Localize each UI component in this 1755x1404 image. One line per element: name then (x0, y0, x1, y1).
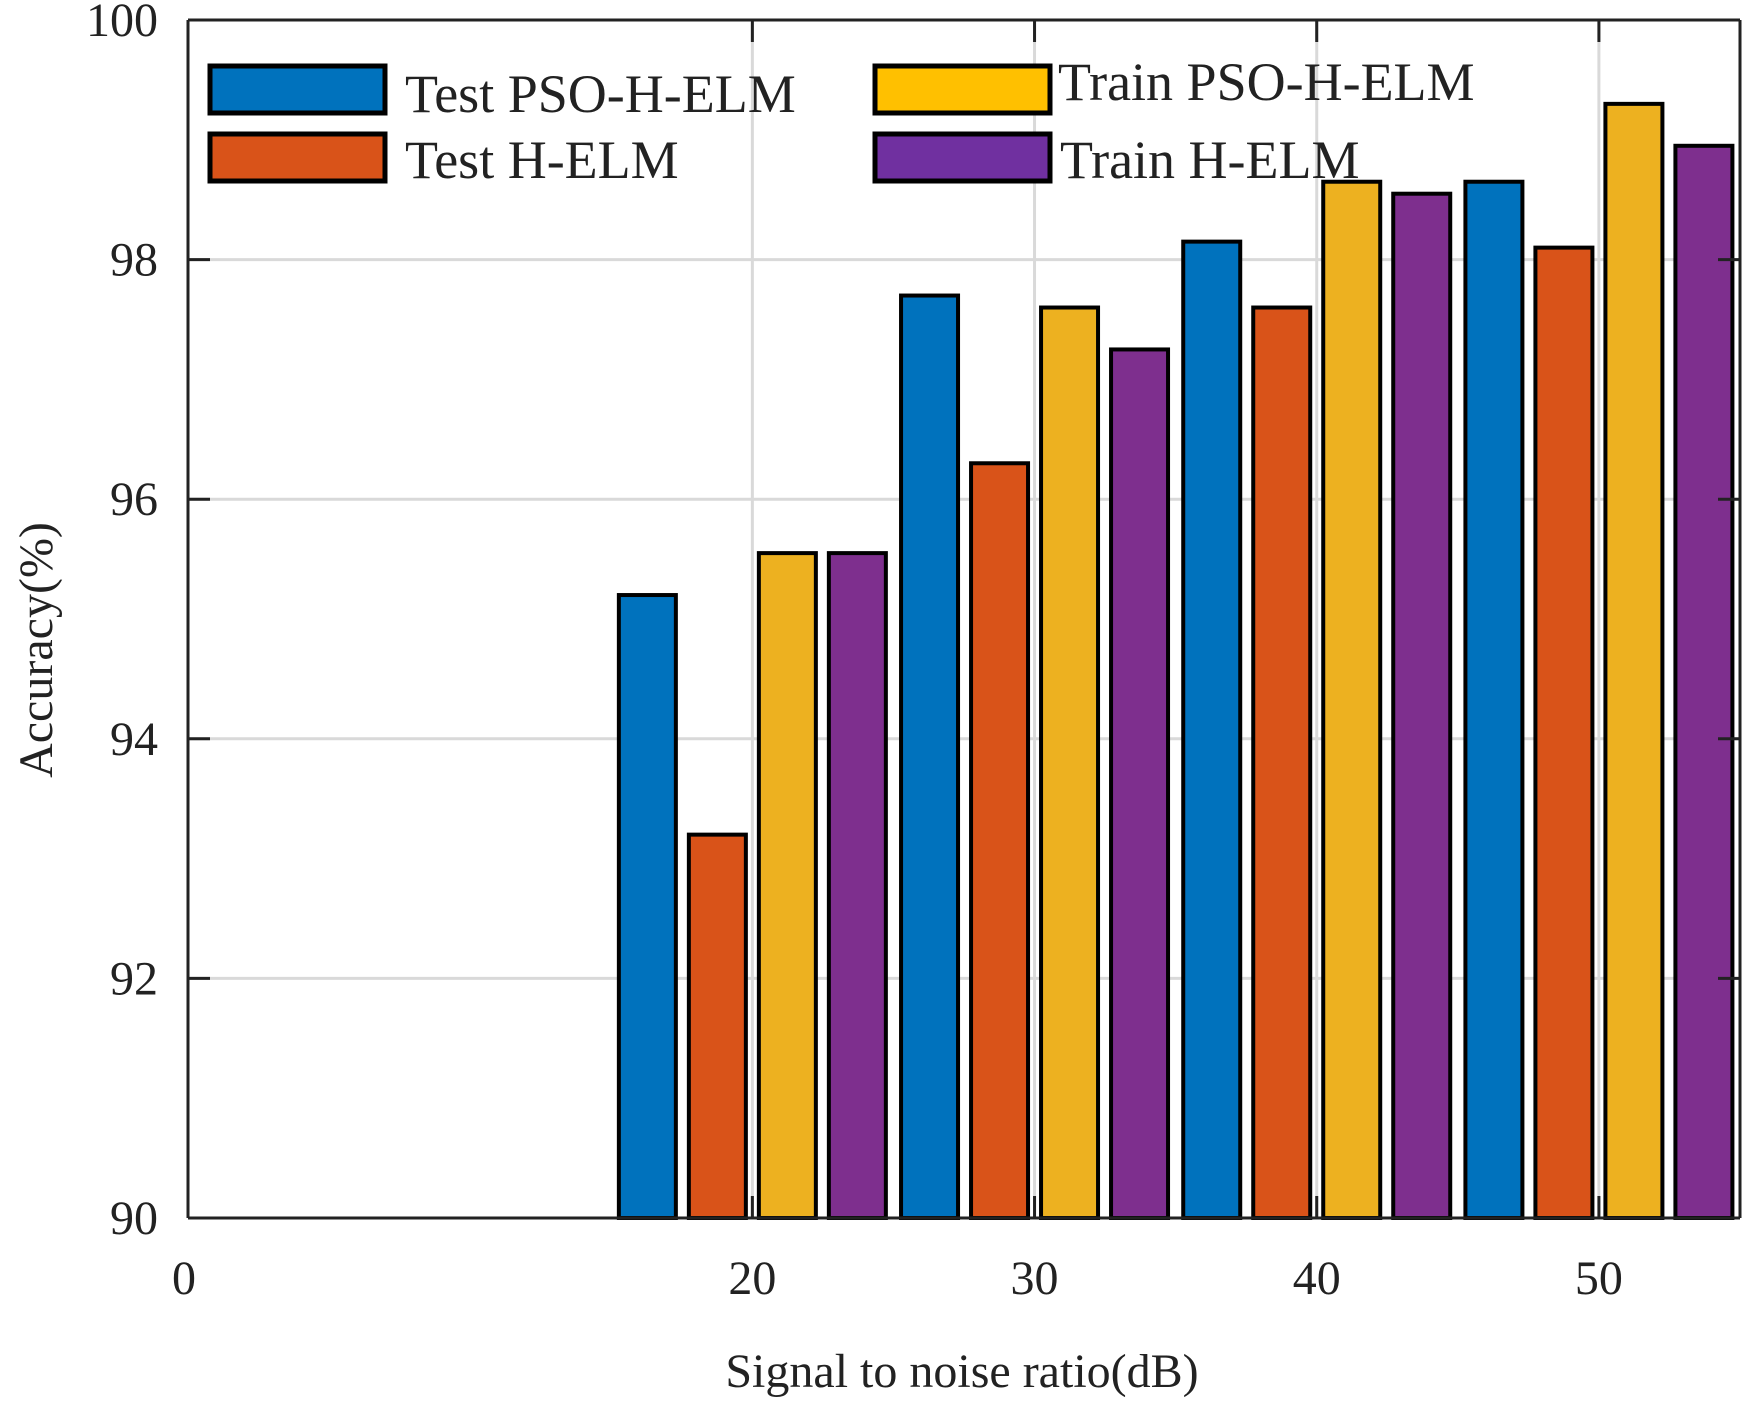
bar-test-h-elm-50 (1533, 245, 1595, 1220)
y-tick-label: 98 (110, 234, 158, 287)
bar-train-h-elm-50 (1673, 143, 1735, 1220)
bar-test-h-elm-20 (686, 832, 748, 1220)
bar-test-h-elm-40 (1251, 305, 1313, 1220)
legend-label-train-h-elm: Train H-ELM (1060, 130, 1360, 190)
legend-label-test-pso-h-elm: Test PSO-H-ELM (405, 64, 796, 124)
bar-test-pso-h-elm-30 (899, 293, 961, 1221)
grid-lines (188, 20, 1740, 1218)
bar-train-pso-h-elm-50 (1603, 101, 1665, 1221)
x-axis-label: Signal to noise ratio(dB) (725, 1345, 1198, 1398)
legend-swatch-test-h-elm (207, 131, 388, 184)
legend-label-train-pso-h-elm: Train PSO-H-ELM (1058, 52, 1475, 112)
y-axis-label: Accuracy(%) (10, 522, 63, 778)
y-tick-label: 96 (110, 473, 158, 526)
legend-swatch-train-pso-h-elm (872, 63, 1053, 116)
y-tick-label: 90 (110, 1192, 158, 1245)
x-tick-label: 50 (1575, 1252, 1623, 1305)
bar-train-pso-h-elm-40 (1321, 179, 1383, 1221)
y-tick-label: 100 (86, 0, 158, 47)
bar-train-h-elm-30 (1109, 347, 1171, 1220)
bar-train-pso-h-elm-20 (756, 551, 818, 1220)
tick-labels: 90 92 94 96 98 100 0 20 30 40 50 (86, 0, 1623, 1305)
x-tick-label: 20 (728, 1252, 776, 1305)
y-tick-label: 94 (110, 713, 158, 766)
x-tick-label: 30 (1011, 1252, 1059, 1305)
axes (186, 18, 1742, 1220)
x-tick-label: 40 (1293, 1252, 1341, 1305)
bar-train-pso-h-elm-30 (1039, 305, 1101, 1220)
legend-label-test-h-elm: Test H-ELM (405, 130, 679, 190)
bar-test-h-elm-30 (969, 461, 1031, 1220)
bar-train-h-elm-20 (826, 551, 888, 1220)
bar-train-h-elm-40 (1391, 191, 1453, 1221)
bar-test-pso-h-elm-20 (616, 593, 678, 1220)
bar-test-pso-h-elm-40 (1181, 239, 1243, 1220)
bar-test-pso-h-elm-50 (1463, 179, 1525, 1221)
y-tick-label: 92 (110, 952, 158, 1005)
legend-swatch-test-pso-h-elm (207, 63, 388, 116)
bars (616, 101, 1735, 1221)
x-tick-label: 0 (172, 1252, 196, 1305)
legend-swatch-train-h-elm (872, 131, 1053, 184)
